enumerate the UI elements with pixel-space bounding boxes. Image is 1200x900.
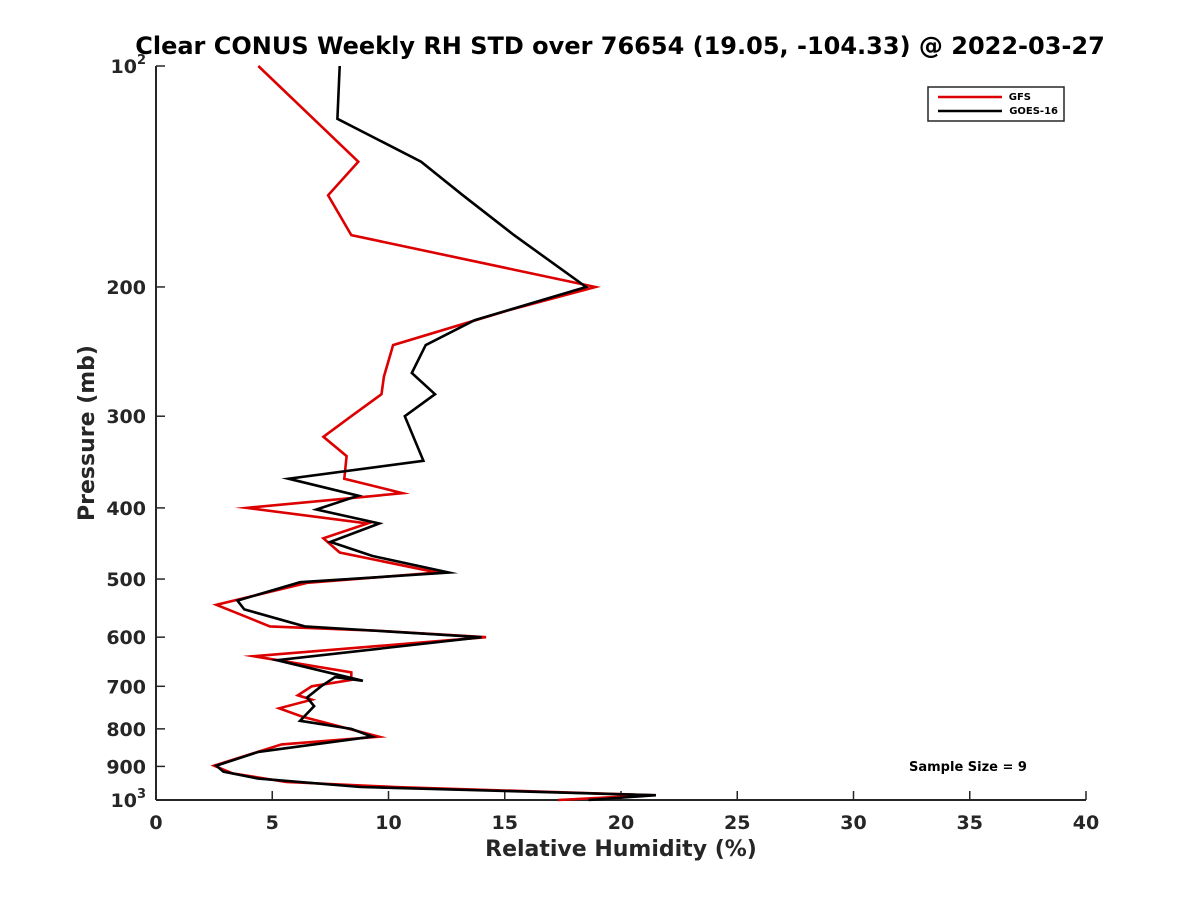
y-tick-label: 700 [106, 676, 146, 698]
y-tick-base: 10 [111, 56, 137, 78]
legend-label-goes16: GOES-16 [1009, 106, 1058, 117]
x-tick-label: 35 [957, 812, 983, 834]
legend-label-gfs: GFS [1009, 92, 1031, 103]
x-tick-label: 15 [492, 812, 518, 834]
x-tick-label: 30 [840, 812, 866, 834]
y-tick-label: 200 [106, 277, 146, 299]
y-tick-label: 102 [111, 53, 147, 78]
chart-title: Clear CONUS Weekly RH STD over 76654 (19… [135, 32, 1105, 60]
y-tick-label: 500 [106, 569, 146, 591]
x-tick-label: 0 [149, 812, 162, 834]
y-tick-exponent: 3 [137, 787, 146, 802]
x-tick-label: 10 [375, 812, 401, 834]
x-ticks: 0 5 10 15 20 25 30 35 40 [149, 791, 1099, 834]
y-tick-label: 400 [106, 498, 146, 520]
y-tick-label: 300 [106, 406, 146, 428]
y-tick-label: 103 [111, 787, 147, 812]
y-tick-label: 900 [106, 756, 146, 778]
y-tick-base: 10 [111, 790, 137, 812]
x-axis-label: Relative Humidity (%) [485, 837, 757, 862]
y-tick-label: 800 [106, 719, 146, 741]
x-tick-label: 25 [724, 812, 750, 834]
legend: GFS GOES-16 [927, 86, 1065, 122]
x-tick-label: 20 [608, 812, 634, 834]
y-tick-label: 600 [106, 627, 146, 649]
x-tick-label: 5 [266, 812, 279, 834]
series-line-goes16 [213, 65, 656, 802]
legend-box [927, 86, 1065, 122]
y-tick-exponent: 2 [137, 53, 146, 68]
series-layer [210, 65, 656, 802]
y-axis-label: Pressure (mb) [75, 345, 100, 521]
sample-size-annotation: Sample Size = 9 [909, 760, 1027, 775]
x-tick-label: 40 [1073, 812, 1099, 834]
